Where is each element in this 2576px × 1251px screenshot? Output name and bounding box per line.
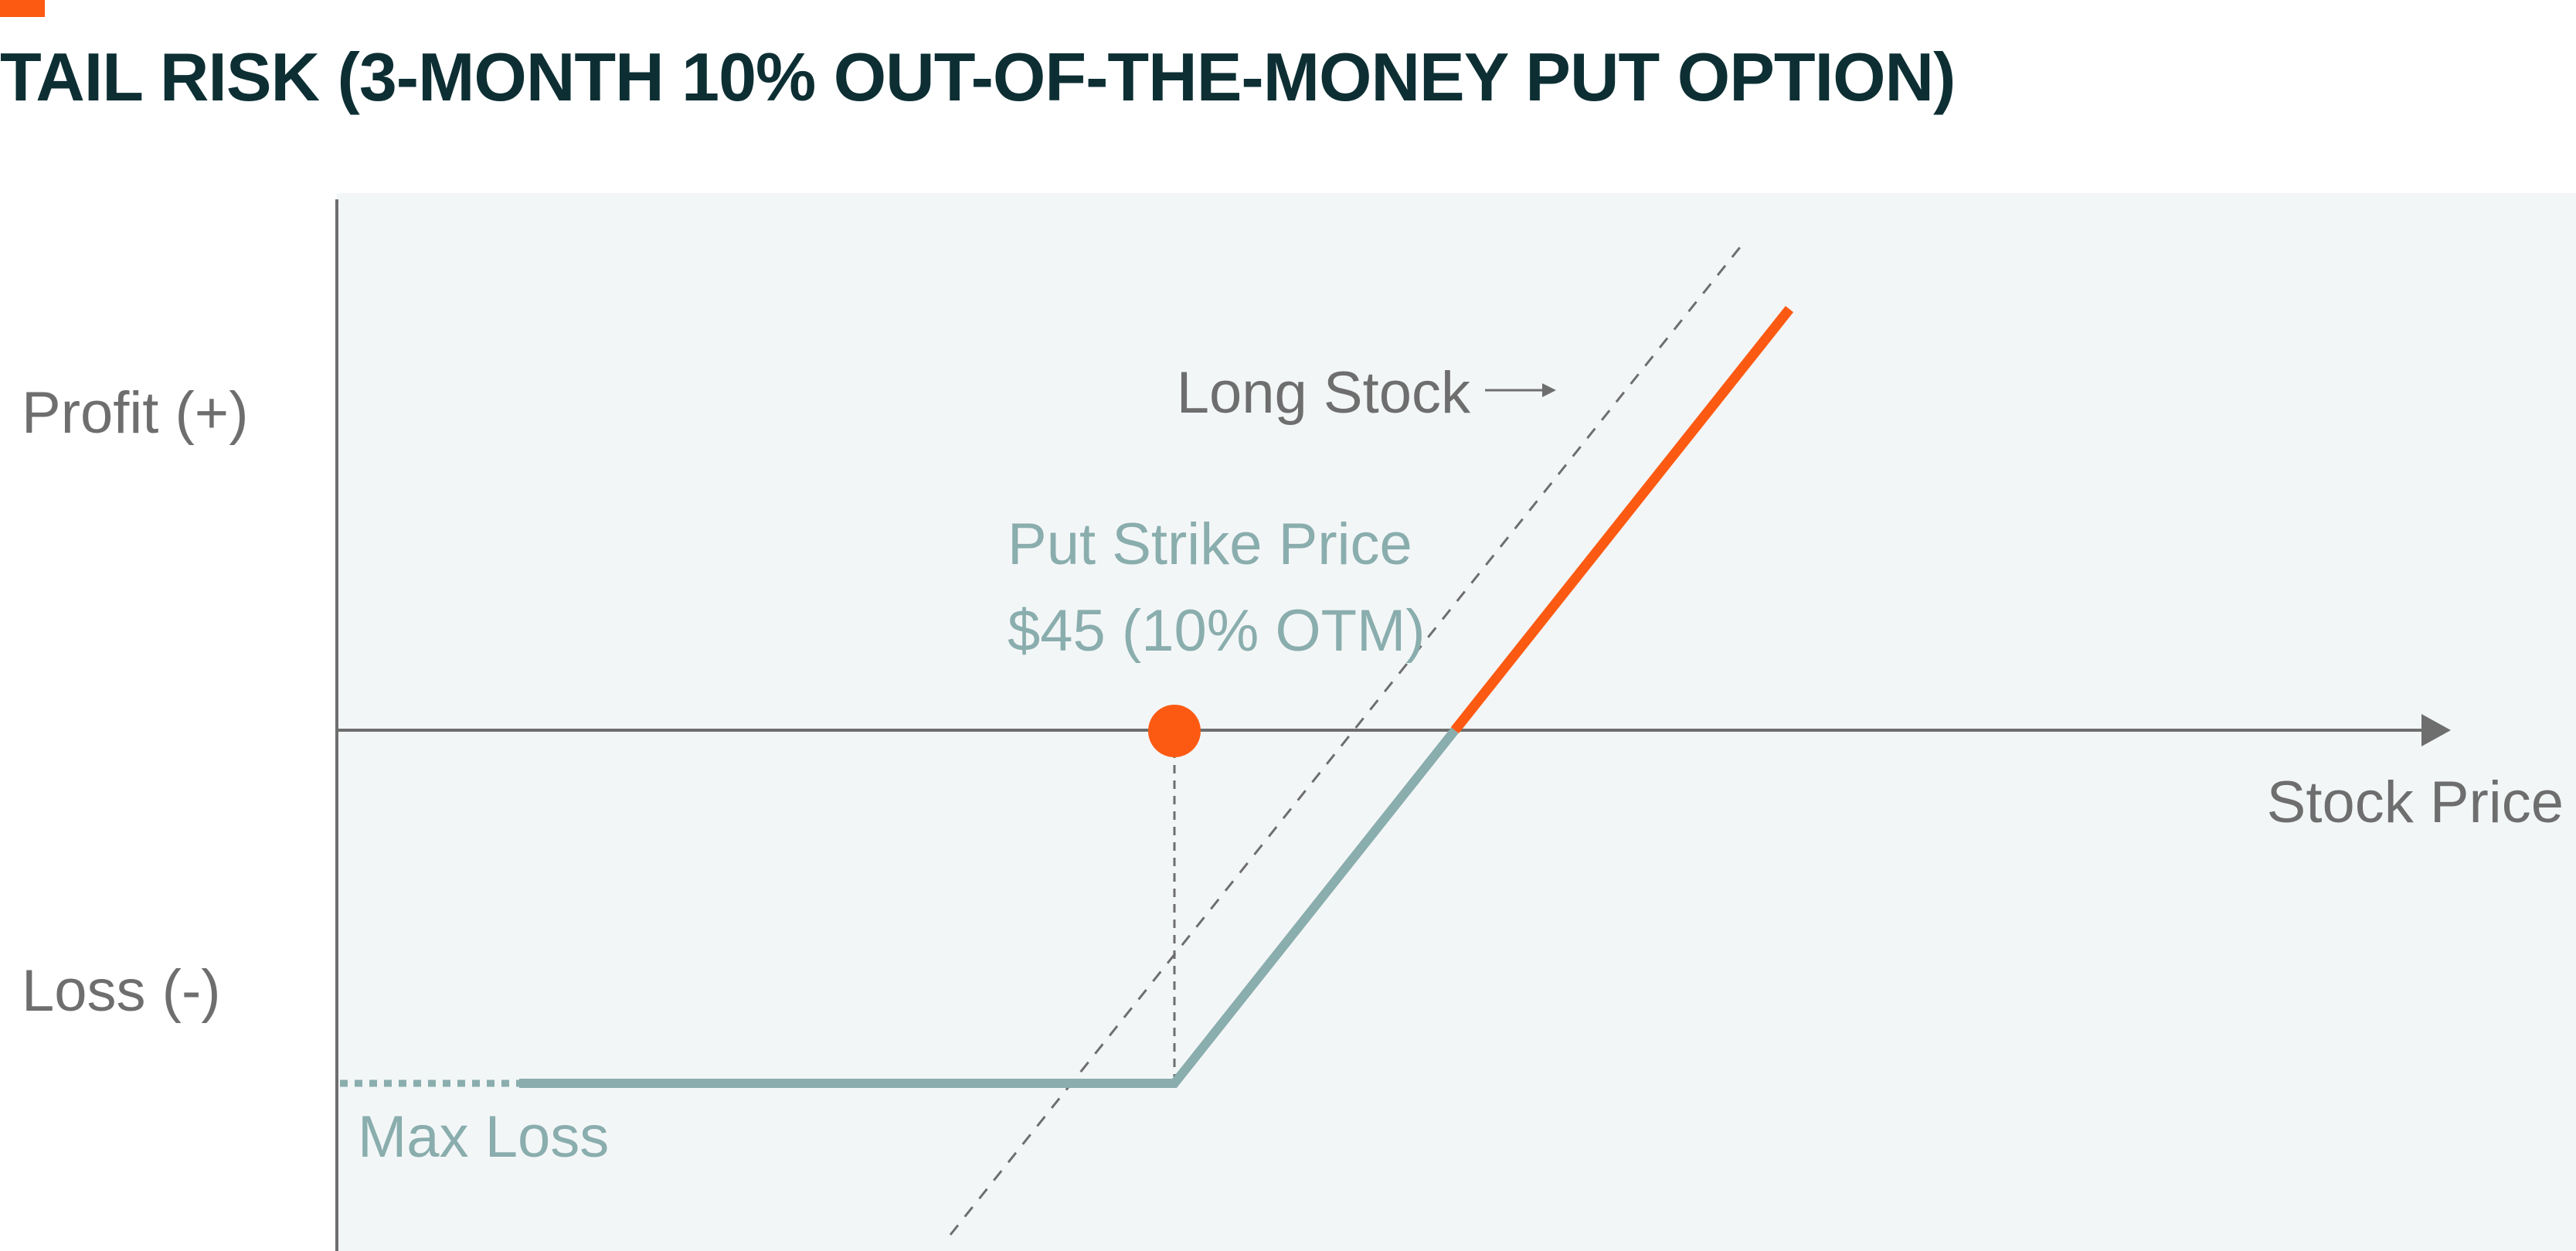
put-strike-point — [1148, 705, 1201, 757]
x-axis-label: Stock Price — [2267, 770, 2564, 835]
long-stock-line — [949, 239, 1748, 1236]
put-strike-value-label: $45 (10% OTM) — [1008, 598, 1426, 664]
profit-label: Profit (+) — [22, 380, 249, 446]
arrow-right-icon — [1485, 383, 1556, 397]
accent-bar — [0, 0, 45, 17]
put-strike-label: Put Strike Price — [1008, 512, 1412, 577]
page-title: TAIL RISK (3-MONTH 10% OUT-OF-THE-MONEY … — [0, 39, 1956, 115]
max-loss-label: Max Loss — [358, 1104, 609, 1170]
long-stock-label: Long Stock — [1177, 360, 1471, 426]
loss-label: Loss (-) — [22, 958, 221, 1024]
upside-line — [1450, 305, 1794, 734]
protected-position-line — [519, 727, 1459, 1088]
arrowhead-icon — [2421, 714, 2451, 746]
